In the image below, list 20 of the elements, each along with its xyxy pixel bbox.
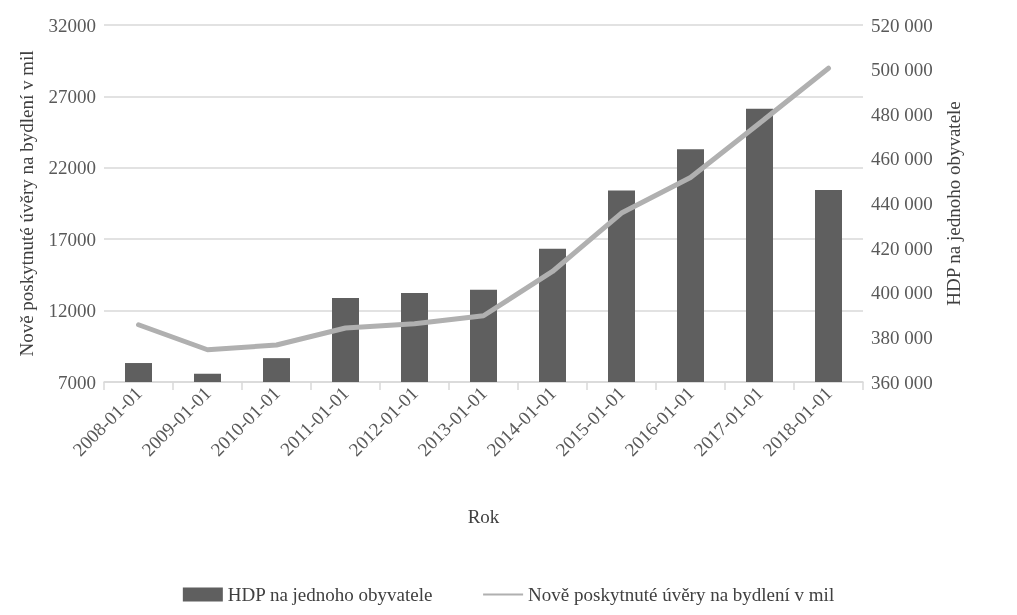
y-tick-label: 22000 (48, 157, 96, 179)
y-axis-title: Nově poskytnuté úvěry na bydlení v mil (16, 50, 37, 357)
y-tick-label: 17000 (48, 228, 96, 250)
y2-tick-label: 360 000 (871, 371, 933, 393)
y2-tick-label: 480 000 (871, 103, 933, 125)
legend-label: Nově poskytnuté úvěry na bydlení v mil (528, 584, 835, 605)
legend-label: HDP na jednoho obyvatele (227, 584, 433, 605)
y2-tick-label: 400 000 (871, 282, 933, 304)
y-tick-label: 7000 (58, 371, 96, 393)
y2-tick-label: 440 000 (871, 193, 933, 214)
y2-tick-label: 500 000 (871, 59, 933, 81)
y2-tick-label: 460 000 (871, 148, 933, 170)
y2-tick-label: 520 000 (871, 14, 933, 36)
x-axis-title: Rok (467, 506, 500, 527)
y2-axis-title: HDP na jednoho obyvatele (942, 101, 964, 306)
y2-tick-label: 380 000 (871, 326, 933, 348)
y-tick-label: 12000 (48, 300, 96, 322)
y2-tick-label: 420 000 (871, 237, 933, 259)
y-tick-label: 27000 (48, 85, 96, 107)
y-tick-label: 32000 (48, 14, 96, 36)
